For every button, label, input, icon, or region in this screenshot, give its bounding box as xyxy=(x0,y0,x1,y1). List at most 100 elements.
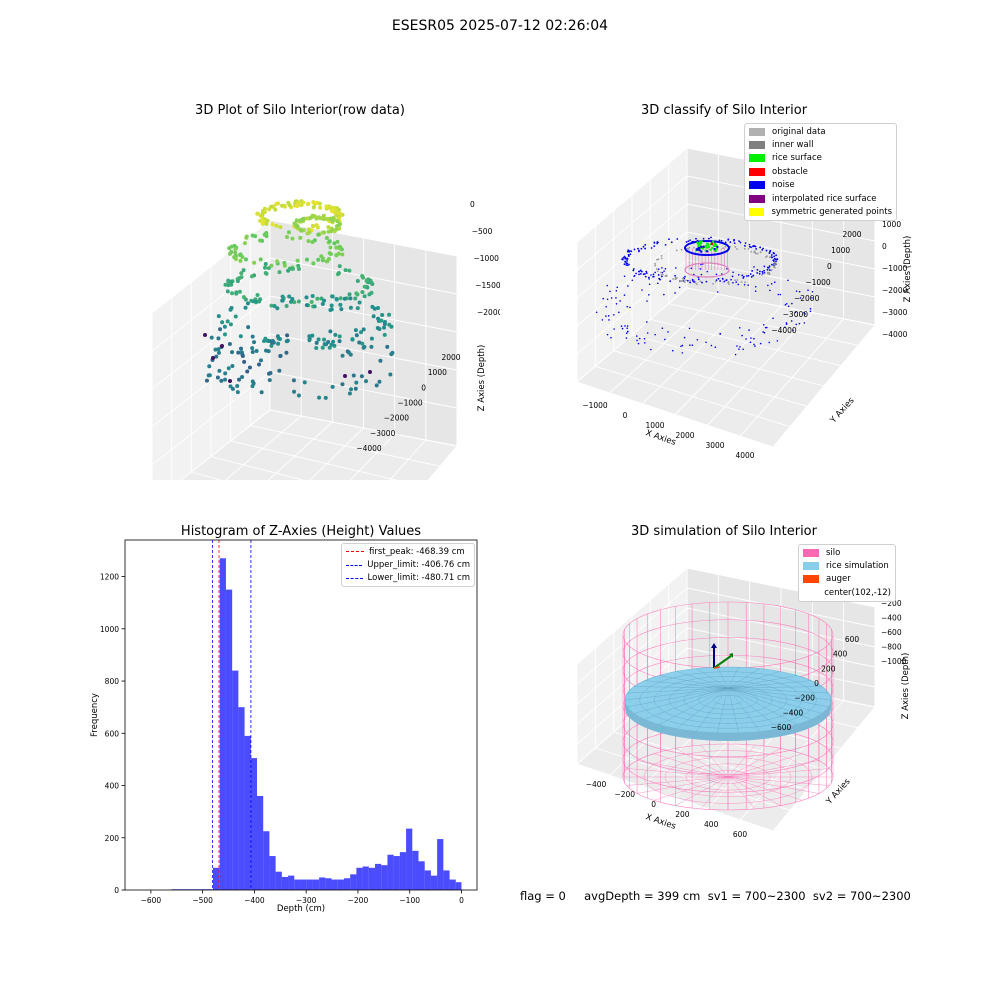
raw-point xyxy=(301,216,306,221)
grid-line xyxy=(151,333,271,428)
raw-point xyxy=(216,347,221,352)
classify-noise-point xyxy=(621,258,623,261)
histogram-bar xyxy=(443,870,450,890)
classify-noise-point xyxy=(803,322,806,324)
raw-point xyxy=(282,260,287,265)
classify-noise-point xyxy=(644,247,646,250)
raw-point xyxy=(362,294,367,299)
raw-point xyxy=(324,236,329,241)
raw-point xyxy=(203,333,207,337)
classify-noise-point xyxy=(811,290,814,293)
classify-noise-point xyxy=(637,247,639,250)
sim-x-tick-label: 0 xyxy=(651,800,656,809)
histogram-bar xyxy=(393,856,400,890)
classify-noise-point xyxy=(753,343,755,346)
classify-wall-point xyxy=(740,281,743,283)
classify-noise-point xyxy=(752,274,755,277)
classify-noise-point xyxy=(748,243,751,246)
raw-point xyxy=(347,268,352,273)
raw-point xyxy=(307,336,312,341)
raw-point xyxy=(289,266,294,271)
classify-noise-point xyxy=(762,323,765,326)
histogram-bar xyxy=(381,865,388,890)
grid-line xyxy=(576,567,688,665)
classify-wall-point xyxy=(655,268,658,270)
raw-point xyxy=(301,200,306,205)
classify-noise-point xyxy=(637,342,640,345)
classify-noise-point xyxy=(610,297,613,299)
grid-line xyxy=(686,287,876,326)
histogram-legend-item: Lower_limit: -480.71 cm xyxy=(342,572,474,585)
classify-noise-point xyxy=(768,265,771,268)
sim-xlabel: X Axies xyxy=(644,812,677,832)
raw-point xyxy=(369,344,374,349)
raw-point xyxy=(307,227,312,232)
raw-point xyxy=(259,390,264,395)
classify-z-tick-label: −3000 xyxy=(882,308,908,317)
raw-point xyxy=(284,304,289,309)
legend-swatch xyxy=(749,127,765,136)
classify-panel-title: 3D classify of Silo Interior xyxy=(640,103,808,118)
classify-noise-point xyxy=(689,239,691,242)
sim-silo-floor-spoke xyxy=(700,776,729,810)
raw-point xyxy=(337,208,342,213)
raw-point xyxy=(230,386,235,391)
classify-legend: original data inner wall rice surface ob… xyxy=(744,123,897,221)
raw-point xyxy=(267,207,272,212)
grid-line xyxy=(686,647,876,688)
raw-point xyxy=(218,327,223,332)
raw-point xyxy=(214,354,219,359)
classify-noise-point xyxy=(727,238,730,241)
raw-point xyxy=(264,348,269,353)
classify-noise-point xyxy=(787,305,790,308)
raw-point xyxy=(238,258,243,263)
raw-point xyxy=(328,245,333,250)
sim-z-tick-label: −200 xyxy=(881,599,902,608)
histogram-bar xyxy=(325,878,332,890)
sim-silo-floor-spoke xyxy=(727,760,819,778)
classify-noise-point xyxy=(607,315,610,317)
classify-noise-point xyxy=(738,326,741,329)
classify-noise-point xyxy=(779,293,782,296)
histogram-bar xyxy=(213,867,220,890)
raw-point xyxy=(246,325,251,330)
histogram-bar xyxy=(412,850,419,890)
classify-wall-point xyxy=(773,266,775,268)
classify-noise-point xyxy=(624,260,626,263)
sim-silo-floor-spoke xyxy=(727,776,781,806)
raw-point xyxy=(294,218,299,223)
raw-point xyxy=(309,299,314,304)
raw-point xyxy=(287,203,292,208)
classify-y-tick-label: 1000 xyxy=(831,246,850,255)
raw-point xyxy=(213,347,218,352)
raw-point xyxy=(329,303,334,308)
classify-noise-point xyxy=(759,246,762,249)
classify-rice-point xyxy=(705,242,709,245)
classify-wall-point xyxy=(693,246,695,249)
classify-noise-point xyxy=(621,327,624,330)
histogram-x-tick-label: −400 xyxy=(244,896,265,905)
raw-point xyxy=(243,305,248,310)
classify-noise-point xyxy=(710,344,713,347)
raw-point xyxy=(262,210,267,215)
raw-point xyxy=(362,344,367,349)
classify-x-tick-label: 2000 xyxy=(675,431,694,440)
classify-noise-point xyxy=(605,305,608,308)
classify-noise-point xyxy=(764,326,767,329)
classify-noise-point xyxy=(745,338,747,340)
raw-point xyxy=(347,292,352,297)
raw-point xyxy=(322,298,327,303)
raw-point xyxy=(226,278,231,283)
sim-x-tick-label: −200 xyxy=(614,790,635,799)
classify-noise-point xyxy=(731,275,734,278)
legend-line xyxy=(346,551,364,553)
classify-noise-point xyxy=(785,323,788,325)
sim-silo-floor-spoke xyxy=(727,744,756,778)
sim-silo-floor-ring xyxy=(706,770,750,784)
classify-noise-point xyxy=(674,292,676,294)
raw-point xyxy=(228,379,232,383)
histogram-bar xyxy=(312,879,320,890)
grid-line xyxy=(576,147,688,243)
raw-point xyxy=(235,390,240,395)
raw-point xyxy=(235,383,240,388)
